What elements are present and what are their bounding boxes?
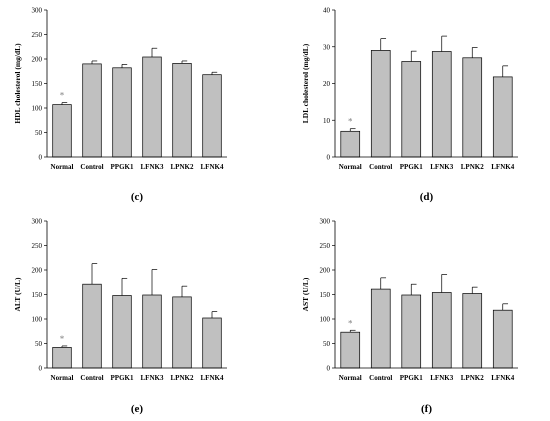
x-tick-label: LFNK4: [201, 163, 224, 171]
bar: [370, 50, 391, 158]
x-tick-label: LFNK4: [201, 374, 224, 382]
panel-caption: (d): [420, 191, 434, 203]
bar: [401, 61, 422, 158]
y-tick-label: 50: [35, 129, 43, 137]
bar: [370, 288, 391, 369]
bar: [82, 63, 102, 158]
x-tick-label: LFNK3: [141, 163, 164, 171]
y-tick-label: 100: [320, 316, 331, 324]
bar: [172, 296, 192, 369]
y-tick-label: 40: [323, 7, 331, 15]
x-tick-label: PPGK1: [400, 374, 423, 382]
x-tick-label: LFNK4: [491, 374, 514, 382]
y-axis-label: AST (U/L): [301, 277, 310, 311]
x-tick-label: PPGK1: [111, 163, 134, 171]
bar: [492, 309, 513, 369]
y-tick-label: 300: [32, 218, 43, 226]
x-tick-label: LFNK3: [430, 163, 453, 171]
x-tick-label: Normal: [51, 163, 74, 171]
y-tick-label: 200: [32, 56, 43, 64]
y-tick-label: 30: [323, 43, 331, 51]
bar: [172, 63, 192, 158]
y-axis-label: HDL cholesterol (mg/dL): [13, 43, 22, 124]
significance-marker: *: [348, 117, 353, 127]
bar: [340, 331, 361, 369]
chart-panel: * Normal Control PPGK1 LFNK3 LPNK2 LFNK4 0 50 100…: [13, 7, 227, 203]
x-tick-label: PPGK1: [400, 163, 423, 171]
y-tick-label: 0: [39, 154, 43, 162]
bar: [112, 295, 132, 369]
chart-panel: * Normal Control PPGK1 LFNK3 LPNK2 LFNK4 0 50 100…: [13, 218, 227, 415]
bar: [340, 130, 361, 158]
x-tick-label: Control: [80, 374, 103, 382]
y-tick-label: 0: [327, 365, 331, 373]
chart-panel: * Normal Control PPGK1 LFNK3 LPNK2 LFNK4 0 10 20 3…: [301, 7, 518, 203]
significance-marker: *: [348, 318, 353, 328]
x-tick-label: Control: [369, 163, 392, 171]
x-tick-label: LPNK2: [461, 374, 484, 382]
significance-marker: *: [60, 334, 65, 344]
y-tick-label: 20: [323, 80, 331, 88]
bar: [112, 67, 132, 158]
x-tick-label: LFNK3: [430, 374, 453, 382]
x-tick-label: PPGK1: [111, 374, 134, 382]
y-tick-label: 200: [32, 267, 43, 275]
bar: [202, 74, 222, 158]
y-tick-label: 50: [35, 340, 43, 348]
y-axis-label: ALT (U/L): [13, 277, 22, 311]
y-tick-label: 150: [320, 291, 331, 299]
y-tick-label: 250: [32, 31, 43, 39]
x-tick-label: LPNK2: [171, 163, 194, 171]
bar: [142, 294, 162, 369]
chart-panel: * Normal Control PPGK1 LFNK3 LPNK2 LFNK4 0 50 100…: [301, 218, 518, 415]
bar: [462, 57, 483, 158]
y-tick-label: 0: [327, 154, 331, 162]
y-tick-label: 50: [323, 340, 331, 348]
x-tick-label: Normal: [339, 163, 362, 171]
significance-marker: *: [60, 91, 65, 101]
y-tick-label: 100: [32, 316, 43, 324]
bar: [462, 293, 483, 369]
bar: [52, 104, 72, 158]
y-tick-label: 150: [32, 80, 43, 88]
bar: [52, 347, 72, 369]
y-axis-label: LDL cholesterol (mg/dL): [301, 43, 310, 123]
x-tick-label: Control: [80, 163, 103, 171]
panel-caption: (c): [131, 191, 144, 203]
x-tick-label: Normal: [339, 374, 362, 382]
y-tick-label: 150: [32, 291, 43, 299]
bar: [202, 317, 222, 369]
y-tick-label: 10: [323, 117, 331, 125]
bar: [431, 292, 452, 369]
y-tick-label: 200: [320, 267, 331, 275]
x-tick-label: Normal: [51, 374, 74, 382]
x-tick-label: Control: [369, 374, 392, 382]
bar: [82, 283, 102, 369]
panel-caption: (f): [421, 403, 432, 415]
bar: [142, 56, 162, 158]
y-tick-label: 300: [320, 218, 331, 226]
bar: [492, 76, 513, 158]
x-tick-label: LFNK4: [491, 163, 514, 171]
x-tick-label: LFNK3: [141, 374, 164, 382]
y-tick-label: 0: [39, 365, 43, 373]
panel-caption: (e): [131, 403, 144, 415]
bar: [431, 51, 452, 158]
y-tick-label: 250: [32, 242, 43, 250]
y-tick-label: 300: [32, 7, 43, 15]
x-tick-label: LPNK2: [461, 163, 484, 171]
y-tick-label: 100: [32, 105, 43, 113]
bar: [401, 294, 422, 369]
y-tick-label: 250: [320, 242, 331, 250]
x-tick-label: LPNK2: [171, 374, 194, 382]
